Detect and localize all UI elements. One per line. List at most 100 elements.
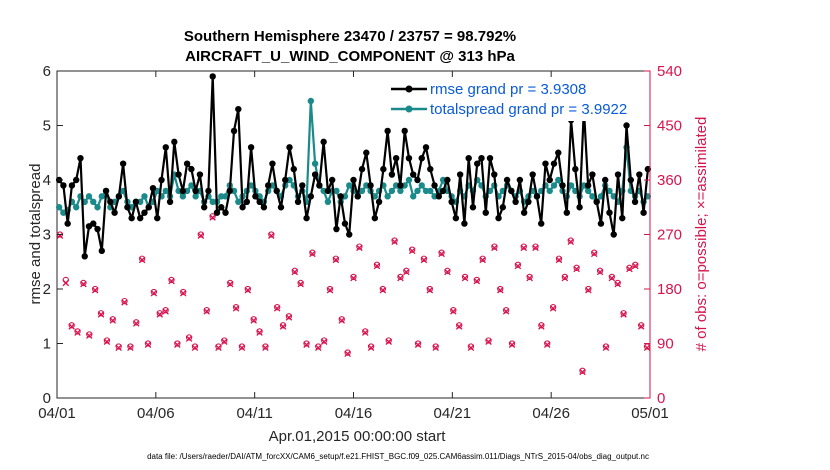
rmse-point: [627, 176, 635, 184]
y-right-tick-label: 360: [657, 172, 682, 189]
rmse-point: [358, 165, 366, 173]
y-left-tick-label: 5: [43, 118, 51, 135]
obs-assimilated-point: [432, 344, 439, 351]
obs-assimilated-point: [268, 232, 275, 239]
obs-possible-point: [338, 316, 345, 323]
obs-possible-point: [497, 285, 504, 293]
obs-assimilated-point: [467, 344, 475, 351]
y-right-tick-label: 0: [657, 390, 665, 407]
rmse-point: [128, 214, 135, 222]
obs-assimilated-point: [408, 247, 416, 255]
obs-possible-point: [285, 313, 293, 320]
rmse-point: [239, 204, 246, 211]
totalspread-point: [141, 193, 148, 200]
obs-possible-point: [191, 343, 199, 350]
rmse-point: [456, 171, 464, 178]
rmse-point: [589, 171, 596, 178]
obs-possible-point: [144, 340, 152, 347]
obs-assimilated-point: [291, 268, 299, 276]
rmse-point: [341, 220, 349, 227]
rmse-point: [311, 171, 319, 178]
obs-assimilated-point: [391, 238, 398, 246]
rmse-point: [205, 187, 212, 195]
obs-possible-point: [432, 343, 439, 350]
y-right-tick-label: 540: [657, 63, 682, 80]
rmse-point: [303, 214, 310, 222]
obs-assimilated-point: [244, 286, 252, 294]
obs-possible-point: [397, 273, 404, 281]
rmse-point: [213, 209, 221, 216]
obs-assimilated-point: [144, 341, 152, 348]
obs-possible-point: [596, 267, 604, 274]
rmse-point: [149, 184, 157, 192]
series-layer: [55, 73, 652, 260]
obs-assimilated-point: [262, 344, 269, 351]
obs-possible-point: [538, 322, 545, 329]
y-left-tick-label: 1: [43, 336, 51, 353]
rmse-point: [286, 144, 293, 151]
obs-assimilated-point: [315, 344, 322, 351]
obs-possible-point: [514, 261, 522, 268]
obs-possible-point: [215, 343, 222, 350]
obs-assimilated-point: [127, 344, 134, 351]
obs-assimilated-point: [567, 238, 574, 246]
rmse-point: [260, 204, 268, 211]
rmse-point: [439, 187, 447, 195]
rmse-point: [375, 198, 383, 205]
totalspread-point: [311, 160, 319, 167]
obs-possible-point: [320, 337, 328, 344]
obs-assimilated-point: [238, 344, 246, 351]
totalspread-point: [90, 198, 97, 205]
y-axis-left-label: rmse and totalspread: [27, 164, 44, 305]
y-axis-left: 0 1 2 3 4 5 6: [43, 63, 63, 407]
obs-assimilated-point: [455, 323, 463, 330]
rmse-point: [452, 214, 460, 222]
obs-possible-point: [450, 307, 457, 314]
obs-assimilated-point: [614, 280, 621, 288]
totalspread-point: [410, 193, 417, 200]
obs-possible-point: [356, 243, 363, 250]
obs-possible-point: [585, 285, 592, 293]
rmse-point: [98, 247, 105, 255]
totalspread-point: [307, 97, 315, 105]
obs-possible-point: [238, 343, 246, 350]
obs-possible-point: [561, 273, 569, 281]
legend-totalspread-marker: [405, 105, 413, 113]
rmse-point: [401, 127, 408, 135]
totalspread-point: [405, 176, 413, 184]
rmse-point: [235, 105, 242, 113]
obs-possible-point: [626, 264, 633, 271]
obs-possible-point: [227, 279, 234, 287]
y-axis-right-label: # of obs: o=possible; ×=assimilated: [693, 117, 710, 352]
obs-possible-point: [467, 343, 475, 350]
rmse-point: [299, 182, 306, 189]
obs-assimilated-point: [626, 265, 633, 273]
rmse-point: [209, 73, 216, 80]
obs-assimilated-point: [226, 280, 234, 288]
totalspread-point: [418, 182, 425, 189]
obs-possible-point: [256, 328, 263, 335]
y-left-tick-label: 0: [43, 390, 51, 407]
rmse-point: [414, 176, 421, 184]
obs-assimilated-point: [256, 329, 263, 336]
rmse-point: [282, 176, 289, 184]
rmse-point: [550, 160, 558, 167]
obs-possible-point: [68, 322, 75, 329]
obs-assimilated-point: [68, 323, 75, 330]
legend-rmse-label: rmse grand pr = 3.9308: [430, 81, 586, 98]
y-left-tick-label: 6: [43, 63, 51, 80]
rmse-point: [247, 144, 255, 151]
rmse-point: [90, 220, 97, 227]
obs-assimilated-point: [508, 341, 516, 348]
obs-assimilated-point: [555, 256, 563, 264]
totalspread-point: [550, 182, 558, 189]
obs-possible-point: [309, 249, 316, 256]
rmse-point: [525, 198, 532, 205]
obs-possible-point: [591, 249, 598, 256]
obs-assimilated-point: [74, 329, 81, 336]
rmse-point: [644, 165, 652, 173]
rmse-point: [503, 176, 511, 184]
rmse-point: [218, 204, 225, 211]
obs-possible-point: [544, 340, 551, 347]
obs-possible-point: [156, 310, 163, 317]
